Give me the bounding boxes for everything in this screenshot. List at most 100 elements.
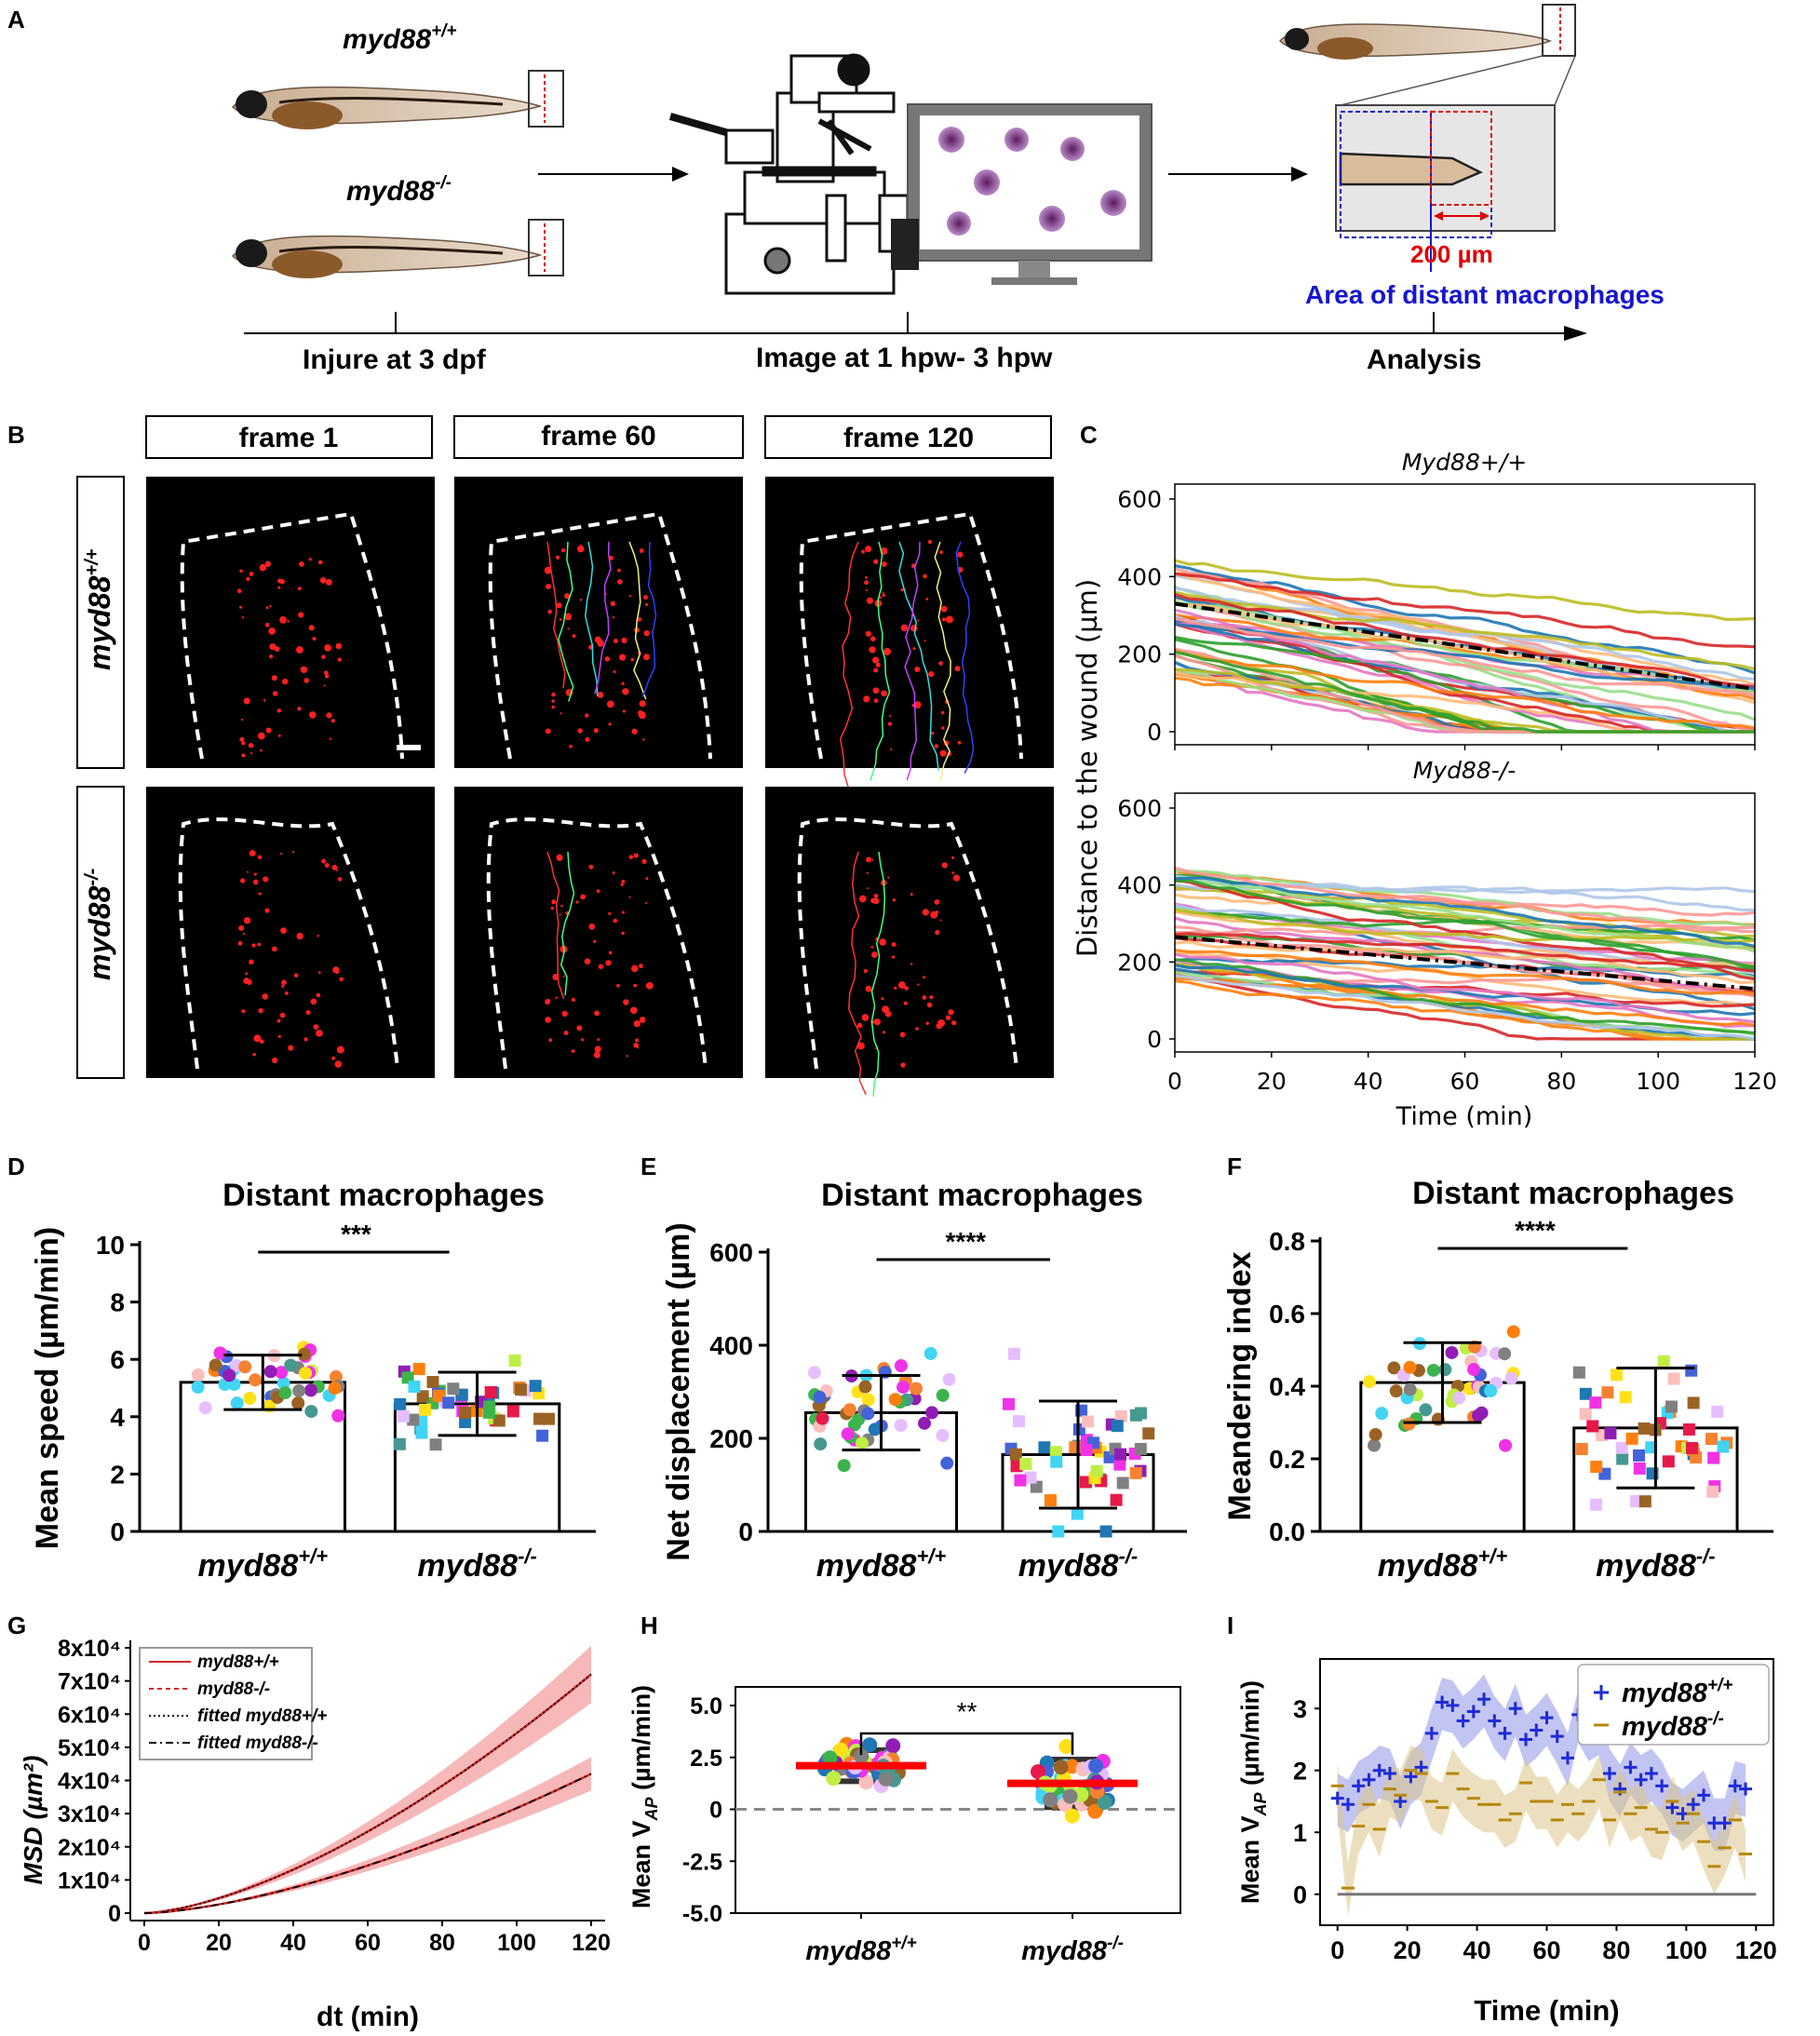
data-point [249,1373,263,1387]
data-point [459,1406,472,1419]
data-point [1052,1525,1065,1538]
data-point [508,1354,521,1367]
y-tick-label: 5x10⁴ [58,1735,121,1761]
data-point [1711,1405,1724,1418]
y-tick-label: 6x10⁴ [58,1702,121,1728]
data-point [1110,1493,1123,1506]
macrophage-signal [892,898,897,902]
data-point [847,1418,861,1432]
macrophage-signal [610,600,616,607]
macrophage-signal [881,997,884,1001]
y-tick-label: -2.5 [682,1849,722,1875]
y-axis-label: MSD (µm²) [19,1755,47,1884]
macrophage-signal [253,872,257,876]
fit-line [1174,601,1756,692]
macrophage-signal [873,667,879,673]
macrophage-signal [258,1007,263,1014]
data-point [894,1418,908,1432]
x-tick-label: 0 [138,1930,151,1956]
data-point [923,1346,937,1360]
data-point [1368,1438,1382,1452]
data-point [868,1423,882,1436]
macrophage-signal [639,1017,646,1023]
data-point [243,1391,257,1405]
data-point [1099,1525,1112,1538]
track-distance-line [1174,932,1756,973]
row-label-wt: myd88+/+ [82,548,116,670]
y-tick-label: 3x10⁴ [58,1801,121,1827]
x-tick-label: 100 [1665,1936,1707,1964]
macrophage-signal [292,850,295,854]
macrophage-signal [923,573,927,579]
macrophage-signal [952,874,961,882]
macrophage-signal [612,871,615,875]
data-point [1438,1363,1452,1377]
data-point [843,1403,856,1417]
data-point [1330,1791,1344,1805]
data-point [822,1750,838,1766]
legend-label: myd88+/+ [197,1652,279,1672]
macrophage-signal [564,613,573,621]
macrophage-signal [941,617,947,622]
track-distance-line [1174,908,1756,943]
macrophage-signal [612,615,615,619]
data-point [328,1382,342,1396]
data-point [1657,1355,1670,1368]
macrophage-signal [265,606,269,610]
macrophage-signal [277,734,281,737]
macrophage-signal [572,634,576,638]
macrophage-signal [303,678,310,683]
cell-track [585,541,599,696]
data-point [1007,1347,1020,1360]
x-tick-label: 120 [572,1930,611,1956]
chart-title: Distant macrophages [222,1178,545,1213]
macrophage-signal [243,697,250,705]
macrophage-signal [917,983,920,986]
flow-arrows [538,167,1308,182]
x-axis-label: Time (min) [1474,1994,1619,2027]
panel-i-vap-time-chart: 0 1 2 3 0 20 40 60 80 100 120 Time (min) Mean VAP (µ… [1236,1658,1777,2027]
data-point [1717,1440,1730,1453]
macrophage-signal [922,995,927,1000]
y-tick-label: 3 [1293,1695,1307,1723]
y-tick-label: 0 [1147,719,1162,746]
data-point [1044,1494,1057,1507]
data-point [1097,1794,1112,1810]
macrophage-signal [268,627,276,635]
macrophage-signal [884,1010,892,1018]
macrophage-signal [912,647,916,651]
x-category-label: myd88+/+ [1378,1544,1508,1584]
data-point [1619,1391,1632,1404]
data-point [1686,1798,1700,1812]
data-point [861,1407,875,1421]
macrophage-signal [584,958,591,964]
macrophage-signal [637,1046,640,1049]
macrophage-signal [606,700,614,708]
macrophage-signal [551,699,555,703]
macrophage-signal [293,973,299,978]
data-point [429,1438,442,1451]
timeline-label-image: Image at 1 hpw- 3 hpw [756,343,1053,373]
data-point [816,1411,829,1425]
macrophage-signal [639,548,644,553]
macrophage-signal [280,927,287,934]
cell-track [559,851,575,996]
macrophage-signal [633,853,639,858]
data-point [1615,1441,1628,1454]
macrophage-signal [550,906,555,910]
macrophage-signal [298,612,304,618]
macrophage-signal [276,708,281,713]
track-distance-line [1174,559,1756,622]
macrophage-signal [913,701,922,708]
cell-track [641,541,657,697]
panel-a: myd88+/+ myd88-/- [231,4,1665,375]
track-distance-line [1174,916,1756,998]
macrophage-signal [303,1037,308,1042]
macrophage-signal [335,642,343,650]
data-point [419,1403,432,1416]
legend-box [139,1647,313,1760]
macrophage-signal [241,753,246,758]
macrophage-signal [263,699,266,702]
data-point [209,1358,222,1372]
macrophage-signal [312,636,317,641]
